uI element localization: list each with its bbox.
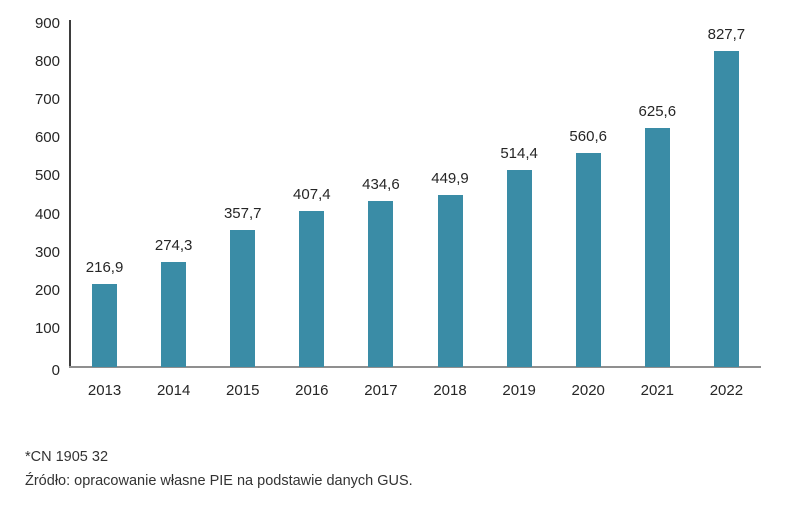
bar-value-label: 560,6 [569,127,607,145]
y-tick-label: 600 [34,129,60,147]
x-tick-label: 2013 [87,382,122,399]
y-tick-label: 900 [34,14,60,32]
x-tick-label: 2021 [640,382,674,399]
x-tick-label: 2017 [364,382,398,399]
source-note: Źródło: opracowanie własne PIE na podsta… [25,473,413,489]
bar-column: 449,9 [415,23,484,367]
bar-column: 560,6 [554,23,623,367]
plot-area: 216,9 274,3 357,7 407,4 434,6 449,9 514,4 560,6… [70,23,761,367]
bar-value-label: 449,9 [431,170,469,188]
x-tick-label: 2022 [709,382,744,399]
footnote-cn-code: *CN 1905 32 [25,449,109,465]
x-tick-label: 2018 [433,382,467,399]
x-tick-label: 2016 [295,382,329,399]
bar-column: 434,6 [346,23,415,367]
bar [644,127,670,367]
x-tick-label: 2020 [571,382,605,399]
footnotes: *CN 1905 32 Źródło: opracowanie własne P… [25,449,413,497]
bar-value-label: 625,6 [638,102,677,120]
bar-column: 625,6 [623,23,692,367]
bar [92,284,118,367]
bar [230,230,256,367]
bar-column: 514,4 [485,23,554,367]
bar-value-label: 434,6 [362,175,400,193]
bar-column: 357,7 [208,23,277,367]
y-tick-label: 200 [34,282,60,300]
bar-column: 827,7 [692,23,761,367]
x-axis-category-labels: 2013 2014 2015 2016 2017 2018 2019 2020 2021 2022 [70,383,761,399]
bar-value-label: 514,4 [500,145,538,163]
x-axis-line [69,366,761,368]
y-axis-tick-labels: 0 100 200 300 400 500 600 700 800 900 [0,16,60,378]
bar-column: 274,3 [139,23,208,367]
y-tick-label: 800 [34,52,60,70]
y-tick-label: 700 [34,90,60,108]
bar-column: 407,4 [277,23,346,367]
bar [161,262,187,367]
bar-value-label: 274,3 [154,237,193,255]
bar-value-label: 216,9 [85,259,124,277]
bar [437,195,463,367]
x-tick-label: 2015 [226,382,260,399]
y-tick-label: 300 [34,243,60,261]
y-tick-label: 100 [34,320,60,338]
x-tick-label: 2019 [502,382,536,399]
y-axis-line [69,20,71,368]
y-tick-label: 400 [34,205,60,223]
y-tick-label: 0 [51,361,60,379]
bar-column: 216,9 [70,23,139,367]
bar [299,211,325,367]
y-tick-label: 500 [34,167,60,185]
bar [575,152,601,367]
bar-value-label: 407,4 [293,186,331,204]
bar-value-label: 827,7 [707,25,746,43]
bar-value-label: 357,7 [223,205,262,223]
bar [713,50,739,367]
bar [368,200,394,367]
bar [506,170,532,367]
x-tick-label: 2014 [156,382,191,399]
